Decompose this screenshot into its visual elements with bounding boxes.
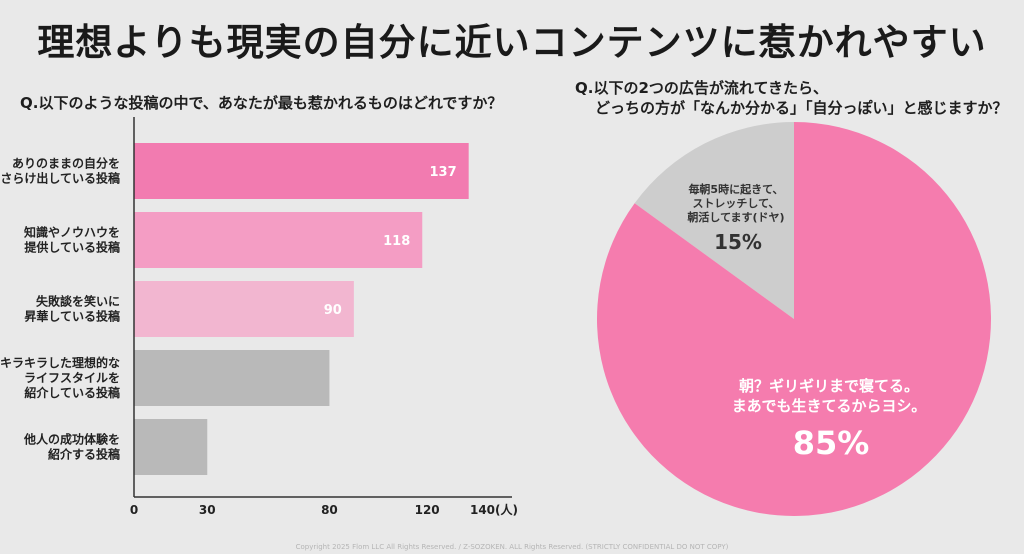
pie-chart-question: Q.以下の2つの広告が流れてきたら、 どっちの方が「なんか分かる」「自分っぽい」… — [575, 78, 1015, 118]
x-tick-label-1: 30 — [199, 503, 216, 517]
bar-1 — [134, 212, 423, 268]
pie-slice-label-1-2: 朝活してます(ドヤ) — [687, 210, 784, 224]
category-label-0-1: さらけ出している投稿 — [0, 171, 120, 186]
bar-chart-question: Q.以下のような投稿の中で、あなたが最も惹かれるものはどれですか？ — [20, 94, 503, 112]
bar-2 — [134, 281, 354, 337]
pie-slice-label-0-0: 朝？ギリギリまで寝てる。 — [739, 377, 919, 395]
bar-value-label-0: 137 — [430, 165, 457, 180]
category-label-1-1: 提供している投稿 — [24, 240, 120, 255]
category-label-2-1: 昇華している投稿 — [24, 309, 120, 324]
pie-slice-label-0-1: まあでも生きてるからヨシ。 — [732, 397, 926, 415]
page-title: 理想よりも現実の自分に近いコンテンツに惹かれやすい — [37, 21, 987, 64]
pie-slice-0 — [596, 122, 991, 516]
category-label-3-1: ライフスタイルを — [24, 371, 120, 385]
pie-percent-0: 85% — [793, 424, 870, 462]
x-tick-label-0: 0 — [130, 503, 138, 517]
copyright-footer: Copyright 2025 Flom LLC All Rights Reser… — [295, 543, 729, 551]
pie-slice-label-1-0: 毎朝5時に起きて、 — [688, 182, 783, 196]
pie-question-line2: どっちの方が「なんか分かる」「自分っぽい」と感じますか？ — [595, 99, 1008, 117]
bar-value-label-2: 90 — [324, 303, 342, 318]
bar-3 — [134, 350, 330, 406]
bar-0 — [134, 143, 469, 199]
x-tick-label-2: 80 — [321, 503, 338, 517]
pie-percent-1: 15% — [714, 230, 762, 254]
category-label-3-0: キラキラした理想的な — [0, 355, 120, 370]
bar-4 — [134, 419, 208, 475]
category-label-3-2: 紹介している投稿 — [24, 385, 120, 400]
category-label-2-0: 失敗談を笑いに — [36, 294, 120, 309]
category-label-4-1: 紹介する投稿 — [48, 447, 120, 462]
pie-slice-label-1-1: ストレッチして、 — [692, 197, 779, 210]
category-label-4-0: 他人の成功体験を — [23, 432, 120, 447]
pie-slice-1 — [634, 122, 794, 319]
category-label-0-0: ありのままの自分を — [12, 156, 120, 171]
x-tick-label-3: 120 — [415, 503, 440, 517]
x-tick-label-4: 140(人) — [470, 502, 518, 517]
bar-value-label-1: 118 — [383, 234, 410, 249]
category-label-1-0: 知識やノウハウを — [23, 225, 120, 240]
pie-question-line1: Q.以下の2つの広告が流れてきたら、 — [575, 79, 828, 97]
